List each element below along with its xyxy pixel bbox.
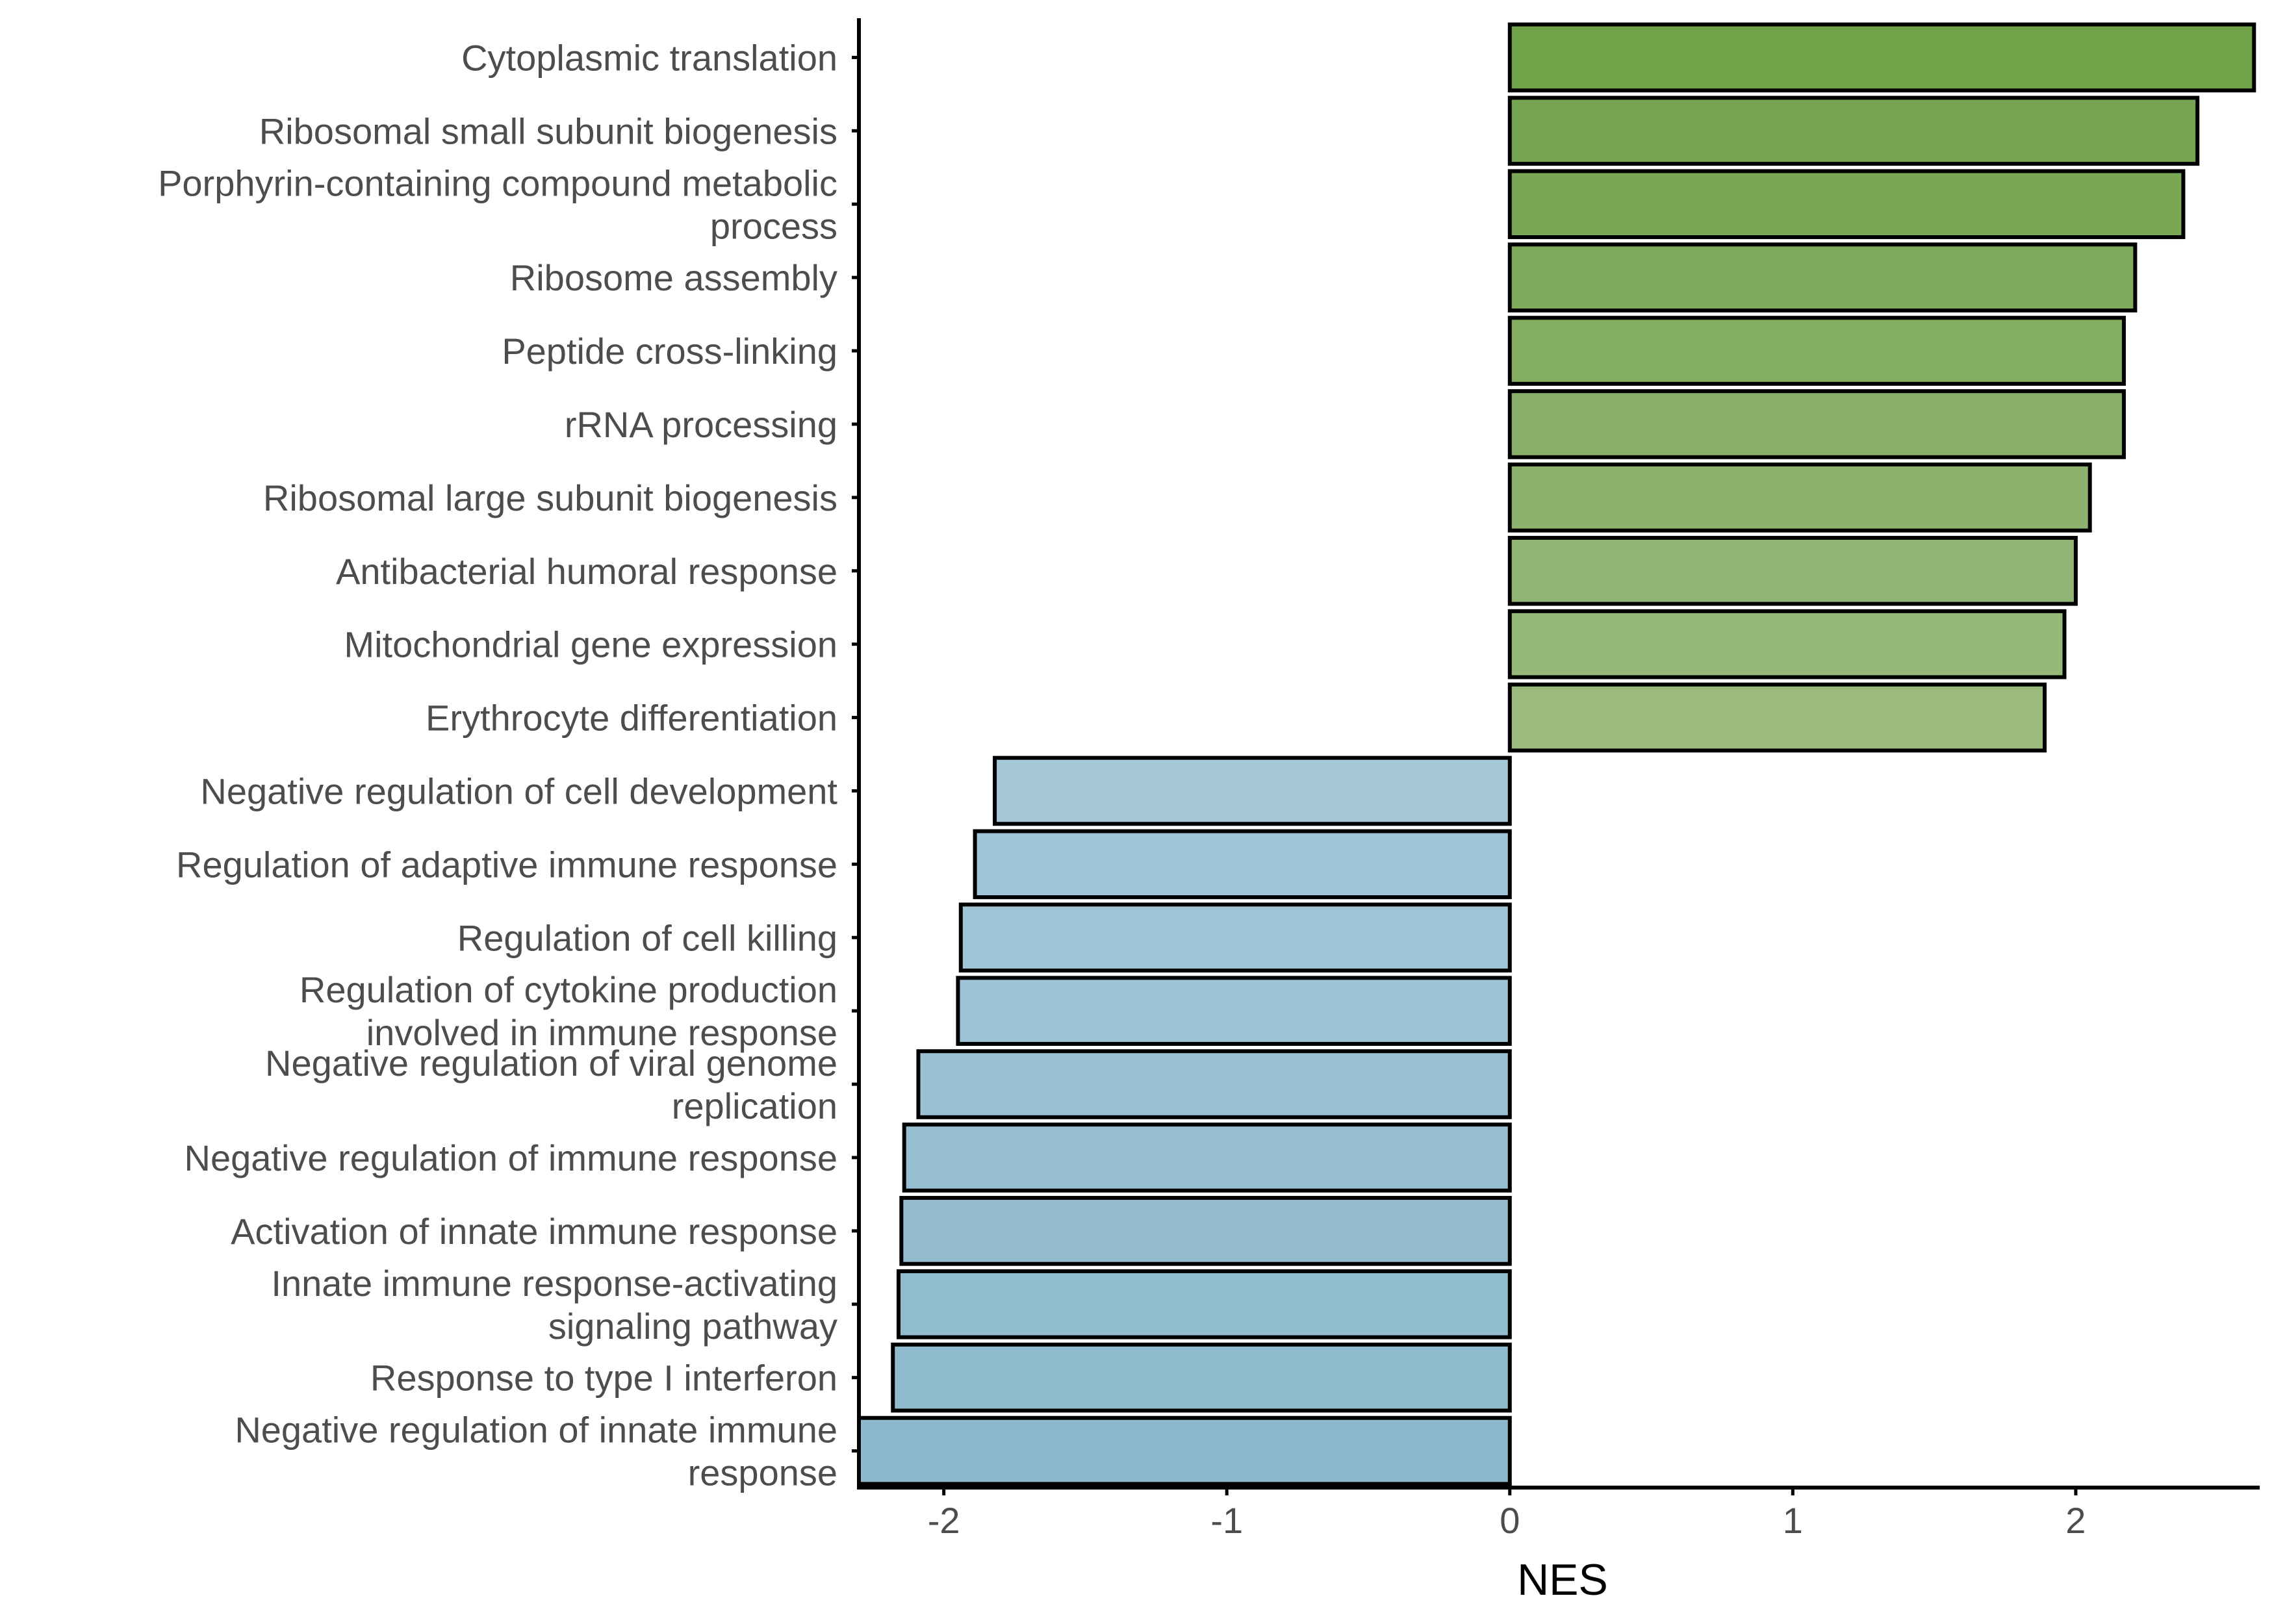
y-tick-label-line: Ribosomal large subunit biogenesis (263, 477, 837, 518)
bar-10 (1507, 682, 2047, 753)
bars-layer (857, 22, 2256, 1486)
y-tick-label-line: Regulation of cytokine production (300, 969, 837, 1010)
bar-12 (973, 829, 1512, 900)
y-tick-label-line: Negative regulation of immune response (185, 1137, 837, 1178)
bar-9 (1507, 609, 2067, 679)
y-tick-label-line: process (710, 205, 837, 246)
x-axis-title: NES (1517, 1555, 1608, 1605)
y-tick-label: rRNA processing (565, 404, 837, 445)
y-tick-label: Negative regulation of cell development (200, 770, 837, 811)
y-tick-label-line: Regulation of adaptive immune response (176, 844, 837, 885)
bar-15 (916, 1049, 1512, 1119)
x-axis: -2 -1 0 1 2 (857, 1486, 2260, 1541)
bar-1 (1507, 22, 2256, 93)
bar-6 (1507, 389, 2126, 459)
y-tick-label: Innate immune response-activating signali… (271, 1263, 837, 1347)
y-tick-label: Regulation of cell killing (457, 917, 837, 958)
y-tick-label-line: Ribosome assembly (510, 257, 837, 298)
y-tick-label-line: Response to type I interferon (370, 1358, 837, 1399)
y-tick-label-line: Cytoplasmic translation (461, 37, 837, 78)
bar-16 (902, 1123, 1512, 1193)
y-tick-label: Ribosomal large subunit biogenesis (263, 477, 837, 518)
bar-8 (1507, 535, 2078, 606)
y-tick-label-line: Negative regulation of cell development (200, 770, 837, 811)
bar-14 (956, 976, 1512, 1046)
y-tick-label-line: replication (672, 1085, 837, 1126)
y-tick-label-line: involved in immune response (366, 1012, 837, 1053)
y-tick-label: Peptide cross-linking (502, 331, 837, 372)
bar-20 (857, 1415, 1512, 1486)
y-tick-label-line: Erythrocyte differentiation (426, 698, 837, 739)
y-tick-label: Ribosomal small subunit biogenesis (259, 110, 837, 151)
y-tick-label: Erythrocyte differentiation (426, 698, 837, 739)
y-tick-label-line: Mitochondrial gene expression (344, 624, 837, 665)
y-tick-label: Activation of innate immune response (231, 1211, 837, 1252)
y-tick-label-line: Ribosomal small subunit biogenesis (259, 110, 837, 151)
y-tick-label: Negative regulation of viral genome repli… (265, 1043, 837, 1126)
y-tick-label-line: Negative regulation of viral genome (265, 1043, 837, 1084)
y-tick-label-line: Peptide cross-linking (502, 331, 837, 372)
y-tick-label: Cytoplasmic translation (461, 37, 837, 78)
bar-3 (1507, 169, 2186, 240)
y-tick-label: Porphyrin-containing compound metabolic p… (158, 162, 837, 246)
x-tick-label: 1 (1783, 1500, 1803, 1541)
y-axis: Cytoplasmic translation Ribosomal small s… (158, 18, 861, 1493)
bar-11 (993, 755, 1512, 826)
y-tick-label-line: Activation of innate immune response (231, 1211, 837, 1252)
bar-13 (958, 902, 1512, 973)
y-tick-label: Negative regulation of innate immune resp… (235, 1410, 837, 1493)
y-tick-label-line: Negative regulation of innate immune (235, 1410, 837, 1451)
x-tick-label: 2 (2065, 1500, 2086, 1541)
y-tick-label-line: Innate immune response-activating (271, 1263, 837, 1304)
bar-2 (1507, 95, 2200, 166)
y-tick-label: Regulation of adaptive immune response (176, 844, 837, 885)
y-tick-label: Antibacterial humoral response (336, 551, 837, 592)
y-tick-label-line: Antibacterial humoral response (336, 551, 837, 592)
y-tick-label-line: Regulation of cell killing (457, 917, 837, 958)
y-tick-label-line: signaling pathway (548, 1306, 837, 1347)
y-tick-label: Regulation of cytokine production involve… (300, 969, 837, 1053)
y-tick-label-line: response (688, 1453, 837, 1493)
x-tick-label: -1 (1210, 1500, 1243, 1541)
bar-4 (1507, 242, 2138, 312)
y-tick-label: Response to type I interferon (370, 1358, 837, 1399)
x-tick-label: 0 (1500, 1500, 1520, 1541)
y-tick-label: Ribosome assembly (510, 257, 837, 298)
bar-17 (899, 1196, 1512, 1266)
bar-19 (891, 1342, 1512, 1413)
y-tick-label-line: rRNA processing (565, 404, 837, 445)
y-tick-label: Mitochondrial gene expression (344, 624, 837, 665)
bar-18 (896, 1269, 1512, 1339)
y-tick-label: Negative regulation of immune response (185, 1137, 837, 1178)
bar-5 (1507, 316, 2126, 386)
y-tick-label-line: Porphyrin-containing compound metabolic (158, 162, 837, 203)
bar-7 (1507, 463, 2092, 533)
x-tick-label: -2 (928, 1500, 960, 1541)
